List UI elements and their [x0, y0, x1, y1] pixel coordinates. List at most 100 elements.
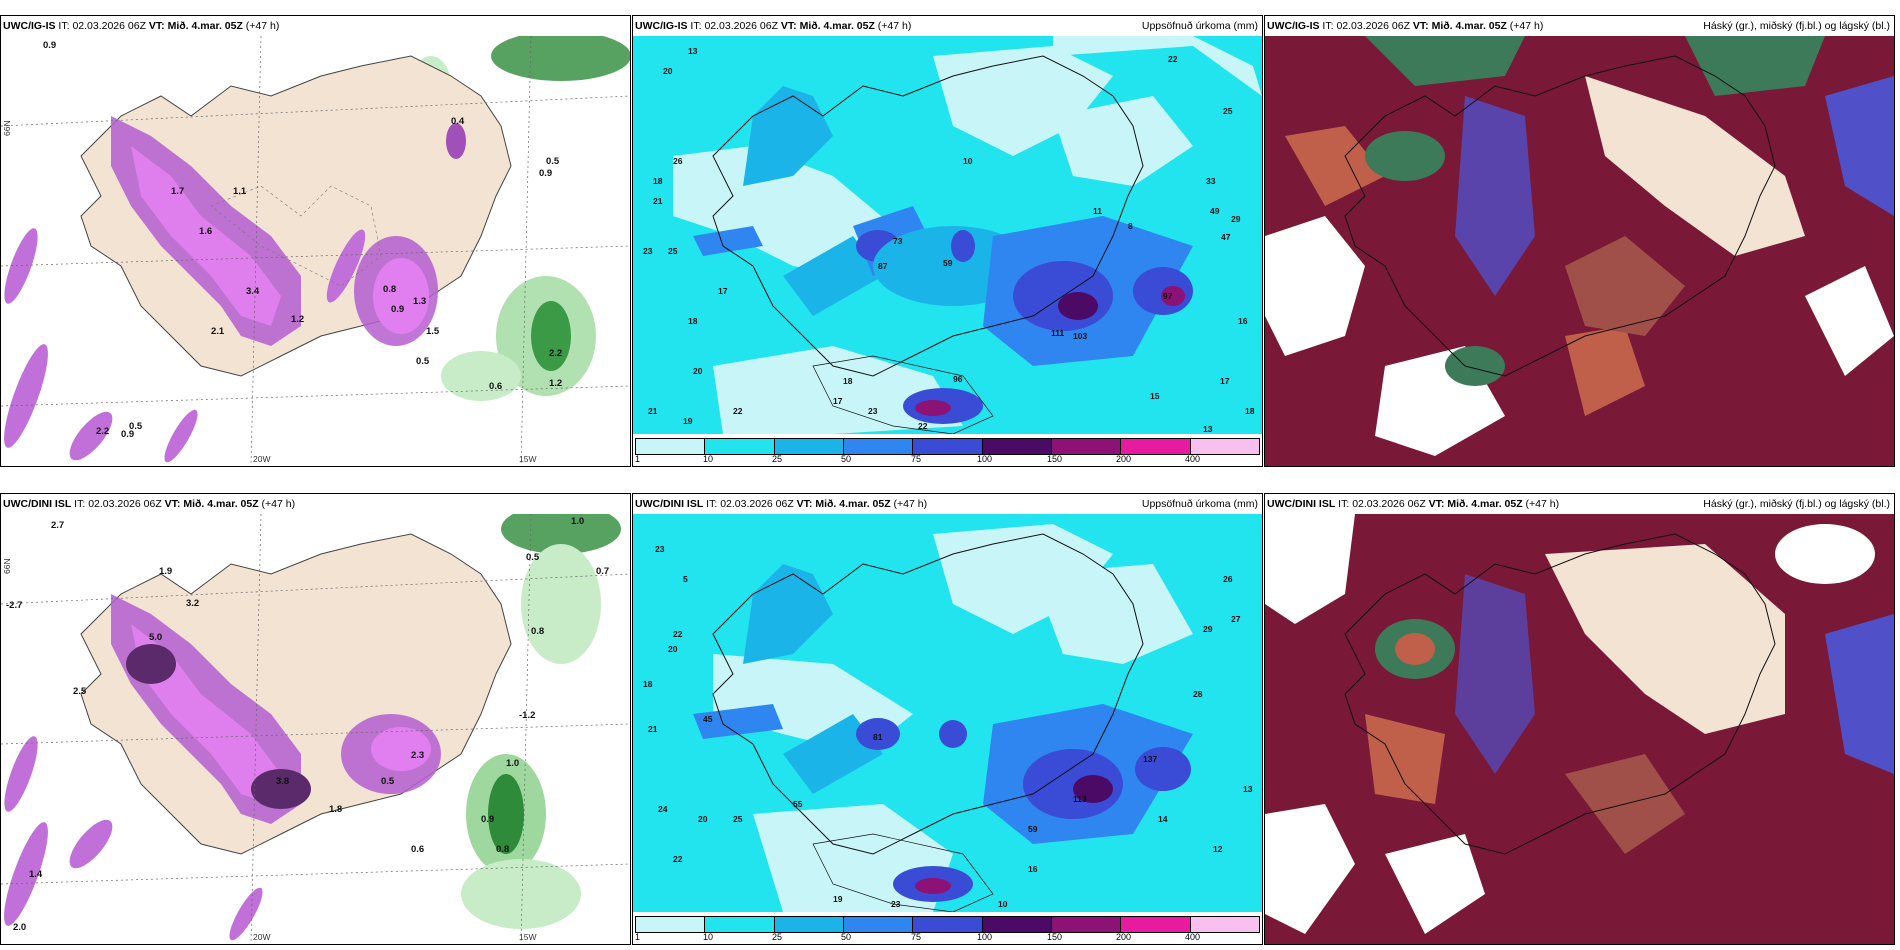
- map-cloud-cover[interactable]: [1265, 36, 1894, 466]
- value-label: 0.8: [531, 626, 545, 637]
- colorbar-segment: [1189, 439, 1260, 454]
- value-label: 2.0: [13, 922, 27, 933]
- lat-label-66n: 66N: [2, 120, 12, 136]
- colorbar-segment: [1050, 439, 1121, 454]
- map-cloud-cover[interactable]: [1265, 514, 1894, 944]
- value-label: 1.9: [159, 566, 173, 577]
- value-label: 0.5: [381, 776, 395, 787]
- colorbar-segment: [1050, 917, 1121, 932]
- colorbar-segment: [1189, 917, 1260, 932]
- colorbar-segment: [704, 439, 774, 454]
- iceland-cloud-map: [1265, 36, 1894, 466]
- map-accum-precip[interactable]: 23 22 5 20 18 21 24 22 25 20 19 23 45 81…: [633, 514, 1262, 944]
- precip-value: 113: [1073, 794, 1087, 804]
- colorbar-label: 400: [1185, 932, 1201, 942]
- value-label: 2.1: [211, 326, 225, 337]
- precip-value: 13: [1203, 424, 1213, 434]
- lead-time: (+47 h): [893, 498, 928, 510]
- value-label: -1.2: [519, 710, 536, 721]
- value-label: 0.5: [526, 552, 540, 563]
- vt-label: VT:: [1428, 498, 1445, 510]
- precip-value: 45: [703, 714, 713, 724]
- precip-value: 22: [673, 854, 683, 864]
- panel-dini-cloud-cover: UWC/DINI ISL IT: 02.03.2026 06Z VT: Mið.…: [1264, 493, 1895, 945]
- precip-value: 33: [1206, 176, 1216, 186]
- value-label: 1.5: [426, 326, 440, 337]
- value-label: 0.4: [451, 116, 465, 127]
- precip-value: 25: [668, 246, 678, 256]
- precip-value: 8: [1128, 221, 1133, 231]
- init-time: 02.03.2026 06Z: [72, 20, 146, 32]
- colorbar-segment: [1120, 439, 1190, 454]
- colorbar-label: 200: [1116, 454, 1132, 464]
- iceland-precip-map: [633, 36, 1262, 434]
- precip-value: 23: [868, 406, 878, 416]
- precip-value: 55: [793, 799, 803, 809]
- colorbar-segment: [773, 917, 843, 932]
- precip-value: 16: [1028, 864, 1038, 874]
- precip-value: 18: [643, 679, 653, 689]
- precip-value: 81: [873, 732, 883, 742]
- value-label: 0.9: [539, 168, 553, 179]
- value-label: 0.8: [383, 284, 397, 295]
- panel-header: UWC/DINI ISL IT: 02.03.2026 06Z VT: Mið.…: [1265, 494, 1894, 514]
- value-label: 0.6: [411, 844, 425, 855]
- precip-value: 20: [663, 66, 673, 76]
- value-label: 5.0: [149, 632, 163, 643]
- iceland-cloud-map: [1265, 514, 1894, 944]
- value-label: 1.2: [291, 314, 305, 325]
- colorbar-segment: [704, 917, 774, 932]
- iceland-map: [1, 514, 630, 944]
- it-label: IT:: [1338, 498, 1350, 510]
- colorbar-segment: [842, 439, 913, 454]
- lead-time: (+47 h): [877, 20, 912, 32]
- init-time: 02.03.2026 06Z: [1336, 20, 1410, 32]
- lead-time: (+47 h): [245, 20, 280, 32]
- precip-value: 103: [1073, 331, 1088, 341]
- precip-value: 25: [1223, 106, 1233, 116]
- value-label: 2.7: [51, 520, 65, 531]
- lead-time: (+47 h): [261, 498, 296, 510]
- panel-header: UWC/IG-IS IT: 02.03.2026 06Z VT: Mið. 4.…: [633, 16, 1262, 36]
- precip-value: 26: [1223, 574, 1233, 584]
- precip-value: 21: [648, 406, 658, 416]
- value-label: 2.2: [96, 426, 110, 437]
- value-label: 3.8: [276, 776, 290, 787]
- value-label: 0.6: [489, 381, 503, 392]
- lon-label-20w: 20W: [253, 454, 271, 464]
- precip-value: 20: [668, 644, 678, 654]
- colorbar-label: 100: [977, 454, 993, 464]
- it-label: IT:: [1322, 20, 1334, 32]
- map-accum-precip[interactable]: 13 20 26 18 21 23 25 17 18 20 21 22 19 1…: [633, 36, 1262, 466]
- precip-value: 28: [1193, 689, 1203, 699]
- colorbar-label: 75: [911, 932, 922, 942]
- map-precip-type[interactable]: 2.7 1.9 3.2 -2.7 2.5 1.0 0.5 0.7 0.8 -1.…: [1, 514, 630, 944]
- precip-value: 19: [683, 416, 693, 426]
- lon-label-20w: 20W: [253, 932, 271, 942]
- value-label: 0.9: [481, 814, 495, 825]
- precip-value: 17: [1220, 376, 1230, 386]
- precip-value: 20: [693, 366, 703, 376]
- colorbar: 1 10 25 50 75 100 150 200 400: [633, 912, 1262, 944]
- vt-label: VT:: [148, 20, 165, 32]
- map-precip-type[interactable]: 0.9 0.4 0.5 0.9 1.6 1.1 0.8 1.3 1.5 0.9 …: [1, 36, 630, 466]
- iceland-precip-map: [633, 514, 1262, 912]
- init-time: 02.03.2026 06Z: [704, 20, 778, 32]
- value-label: 0.9: [391, 304, 405, 315]
- panel-title: Háský (gr.), miðský (fj.bl.) og lágský (…: [1703, 498, 1890, 510]
- precip-value: 22: [673, 629, 683, 639]
- precip-value: 22: [918, 421, 928, 431]
- colorbar-label: 75: [911, 454, 922, 464]
- colorbar-label: 150: [1047, 932, 1063, 942]
- valid-time: Mið. 4.mar. 05Z: [799, 20, 875, 32]
- colorbar-label: 1: [635, 454, 641, 464]
- colorbar-label: 25: [772, 932, 783, 942]
- value-label: 1.4: [29, 869, 43, 880]
- value-label: -2.7: [6, 600, 23, 611]
- precip-value: 22: [1168, 54, 1178, 64]
- precip-value: 73: [893, 236, 903, 246]
- valid-time: Mið. 4.mar. 05Z: [1431, 20, 1507, 32]
- panel-dini-accum-precip: UWC/DINI ISL IT: 02.03.2026 06Z VT: Mið.…: [632, 493, 1263, 945]
- value-label: 1.2: [549, 378, 563, 389]
- precip-value: 16: [1238, 316, 1248, 326]
